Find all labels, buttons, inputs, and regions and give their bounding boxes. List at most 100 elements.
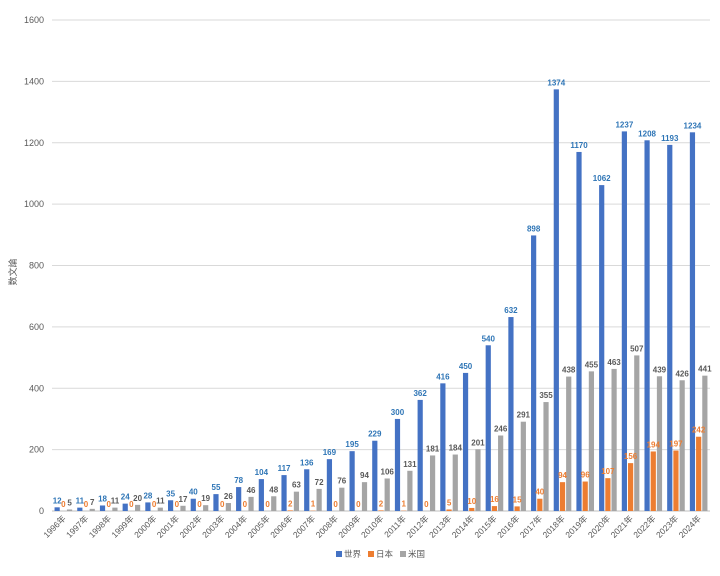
data-label: 96 [581,471,590,480]
data-label: 507 [630,344,644,353]
x-tick-label: 2009年 [336,513,363,540]
data-label: 1193 [661,134,679,143]
bar [180,505,186,511]
x-tick-label: 2003年 [200,513,227,540]
data-label: 438 [562,366,576,375]
data-label: 156 [624,452,638,461]
bar [316,488,322,511]
bar [236,487,242,511]
bar [112,507,118,511]
data-label: 11 [76,497,85,506]
bar [696,436,702,511]
bar [485,345,491,511]
x-tick-label: 2010年 [359,513,386,540]
data-label: 1 [401,500,406,509]
bar [157,507,163,511]
legend-swatch [368,551,374,557]
x-tick-label: 2015年 [472,513,499,540]
bar [702,375,708,511]
y-tick-label: 600 [29,322,44,332]
bar [248,496,254,511]
x-tick-label: 2005年 [246,513,273,540]
data-label: 1 [311,500,316,509]
x-tick-label: 2008年 [314,513,341,540]
data-label: 362 [413,389,427,398]
bar [644,140,650,512]
data-label: 15 [513,495,522,504]
bar [452,454,458,511]
bar [605,478,611,511]
bar [627,463,634,511]
data-label: 0 [175,500,180,509]
legend: 世界 日本 米国 [336,549,425,559]
bar [446,509,452,511]
bar [54,507,60,511]
data-label: 40 [535,488,544,497]
x-tick-label: 2006年 [268,513,295,540]
bar [566,376,572,511]
data-label: 35 [166,489,175,498]
legend-label: 米国 [408,549,425,559]
bar [190,498,196,511]
data-label: 194 [647,440,661,449]
data-label: 46 [247,486,256,495]
data-label: 11 [156,497,165,506]
data-label: 540 [482,334,496,343]
data-label: 463 [607,358,621,367]
data-label: 0 [61,500,66,509]
data-label: 1062 [593,174,611,183]
data-label: 10 [467,497,476,506]
data-label: 201 [471,438,485,447]
bar [293,491,300,511]
bar [225,503,231,511]
x-tick-label: 2002年 [177,513,204,540]
data-label: 2 [288,499,293,508]
bar [543,402,549,511]
legend-label: 世界 [344,549,362,559]
data-label: 94 [360,471,369,480]
bars [54,89,708,512]
bar [673,450,679,511]
data-label: 55 [212,483,221,492]
data-label: 0 [356,500,361,509]
data-label: 184 [449,444,463,453]
x-tick-label: 2011年 [382,513,408,539]
data-label: 197 [669,440,683,449]
x-tick-label: 2013年 [427,513,454,540]
x-tick-label: 2012年 [404,513,431,540]
data-label: 1374 [547,78,565,87]
bar [326,459,333,511]
data-label: 355 [539,391,553,400]
data-label: 1208 [638,129,656,138]
data-label: 0 [197,500,202,509]
y-tick-label: 1200 [24,138,44,148]
bar [304,469,310,511]
data-label: 72 [315,478,324,487]
bar [462,372,469,511]
data-label: 441 [698,365,712,374]
data-label: 0 [424,500,429,509]
data-label: 117 [278,464,291,473]
data-label: 16 [490,495,499,504]
data-label: 300 [391,408,405,417]
x-tick-label: 2004年 [223,513,250,540]
x-axis-labels: 1996年1997年1998年1999年2000年2001年2002年2003年… [41,513,703,540]
bar [514,506,520,511]
data-label: 0 [265,500,270,509]
data-label: 246 [494,425,508,434]
data-label: 169 [323,448,337,457]
bar [66,509,73,511]
data-label: 0 [220,500,225,509]
bar [553,89,559,511]
bar [417,399,423,511]
data-label: 181 [426,444,440,453]
data-label: 426 [675,369,689,378]
bar [667,144,673,511]
data-label: 40 [189,488,198,497]
bar [621,131,627,511]
x-tick-label: 2000年 [132,513,159,540]
data-label: 0 [333,500,338,509]
legend-swatch [400,551,406,557]
data-label: 229 [368,430,382,439]
